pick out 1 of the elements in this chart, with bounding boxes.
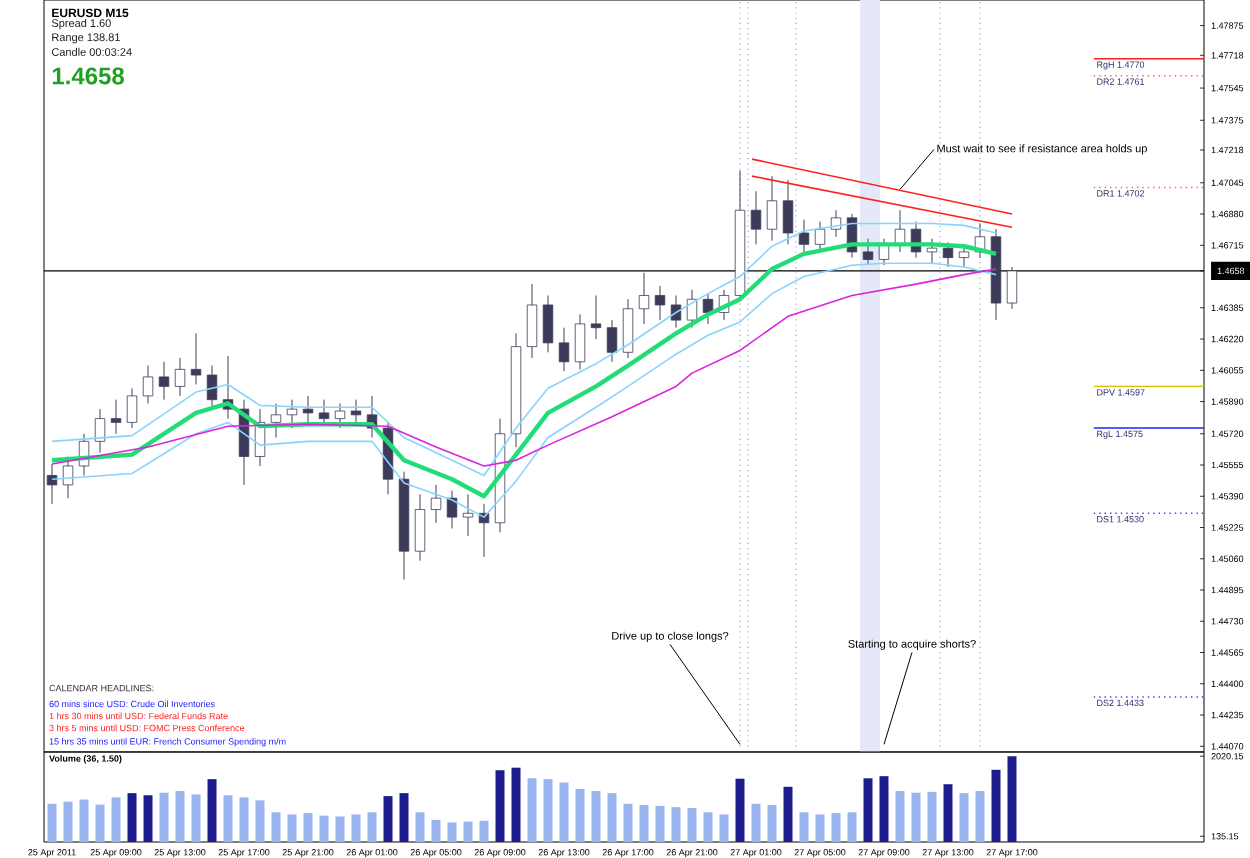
annotation: 1.4658	[52, 67, 125, 85]
